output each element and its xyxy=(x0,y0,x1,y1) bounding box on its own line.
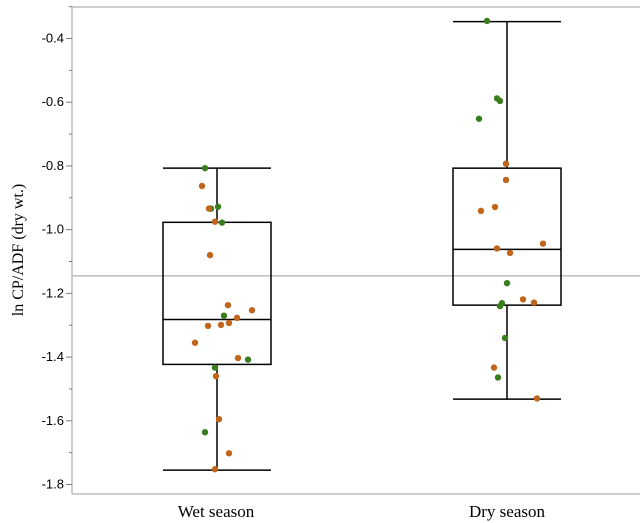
data-point xyxy=(206,251,214,259)
data-point xyxy=(475,115,483,122)
data-point xyxy=(477,207,485,215)
data-point xyxy=(198,182,206,190)
data-point xyxy=(211,466,219,473)
data-point xyxy=(220,312,228,319)
y-tick-label: -1.4 xyxy=(42,349,64,364)
data-point xyxy=(491,203,499,211)
data-point xyxy=(225,450,233,457)
data-point xyxy=(530,299,538,306)
x-category-label-dry: Dry season xyxy=(469,502,546,521)
data-point xyxy=(191,339,199,346)
x-axis: Wet season Dry season xyxy=(178,502,546,521)
data-point xyxy=(211,364,219,371)
data-point xyxy=(201,429,209,436)
data-point xyxy=(496,302,504,310)
y-axis: -1.8 -1.6 -1.4 -1.2 -1.0 -0.8 -0.6 -0.4 xyxy=(42,6,72,492)
data-point xyxy=(248,307,256,314)
data-point xyxy=(503,279,511,287)
data-point xyxy=(483,17,491,25)
y-axis-title: ln CP/ADF (dry wt.) xyxy=(10,184,27,316)
data-point xyxy=(519,296,527,303)
iqr-box xyxy=(452,167,562,306)
data-point xyxy=(205,205,213,212)
data-point xyxy=(501,334,509,342)
data-point xyxy=(533,395,541,402)
data-point xyxy=(225,319,233,327)
points-layer xyxy=(191,17,547,473)
data-point xyxy=(214,203,222,210)
data-point xyxy=(218,219,226,226)
data-point xyxy=(212,372,220,380)
data-point xyxy=(502,160,510,167)
data-point xyxy=(217,321,225,329)
data-point xyxy=(493,245,501,252)
data-point xyxy=(201,164,209,172)
plot-frame xyxy=(71,6,640,495)
y-tick-label: -1.6 xyxy=(42,413,64,428)
data-point xyxy=(502,176,510,184)
x-category-label-wet: Wet season xyxy=(178,502,255,521)
data-point xyxy=(494,374,502,381)
y-tick-label: -1.8 xyxy=(42,477,64,492)
data-point xyxy=(234,354,242,362)
data-point xyxy=(204,322,212,330)
data-point xyxy=(506,249,514,257)
data-point xyxy=(233,314,241,322)
y-tick-label: -0.8 xyxy=(42,158,64,173)
data-point xyxy=(211,218,219,225)
data-point xyxy=(224,301,232,309)
data-point xyxy=(244,356,252,363)
y-tick-label: -0.6 xyxy=(42,94,64,109)
data-point xyxy=(490,364,498,371)
data-point xyxy=(496,97,504,105)
iqr-box xyxy=(162,221,272,366)
data-point xyxy=(215,415,223,423)
y-tick-label: -1.2 xyxy=(42,285,64,300)
boxes-layer xyxy=(162,20,562,471)
data-point xyxy=(539,240,547,247)
y-tick-label: -0.4 xyxy=(42,31,64,46)
y-tick-label: -1.0 xyxy=(42,222,64,237)
